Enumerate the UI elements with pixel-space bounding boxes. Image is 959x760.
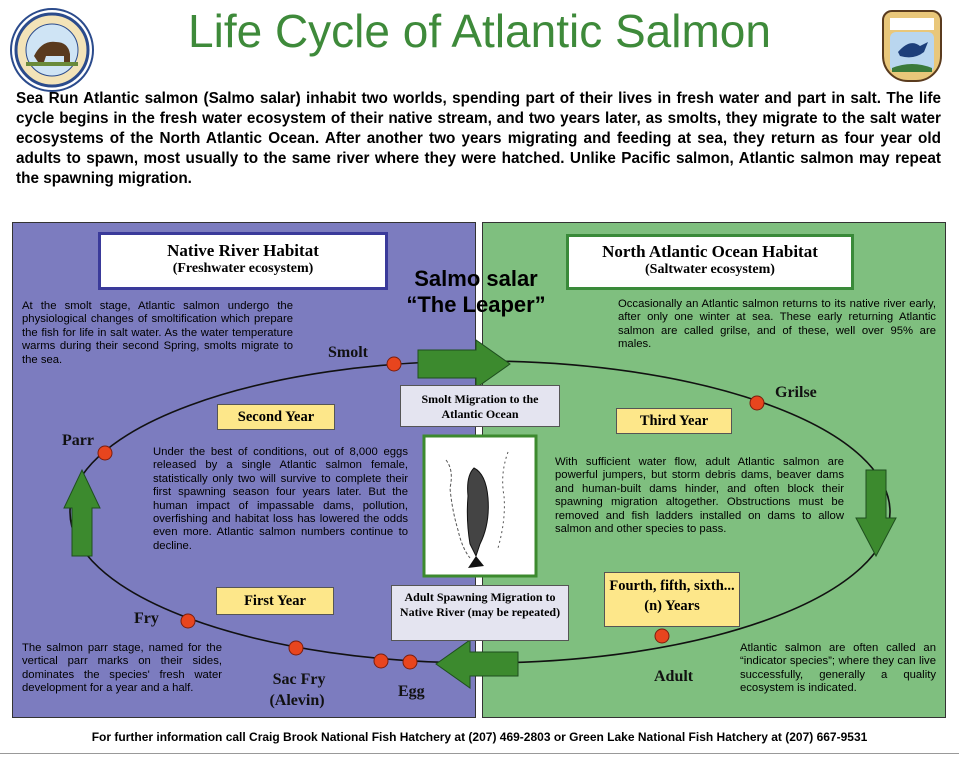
fourth-year-box: Fourth, fifth, sixth... (n) Years [604, 572, 740, 627]
smolt-stage-dot [386, 356, 402, 372]
grilse-text: Occasionally an Atlantic salmon returns … [618, 298, 936, 351]
duck-emblem-icon [890, 18, 934, 72]
species-label: Salmo salar “The Leaper” [376, 266, 576, 318]
survival-odds-text: Under the best of conditions, out of 8,0… [153, 446, 408, 552]
intro-paragraph: Sea Run Atlantic salmon (Salmo salar) in… [16, 90, 941, 187]
species-name: Salmo salar [414, 266, 538, 291]
smolt-migration-box: Smolt Migration to the Atlantic Ocean [400, 385, 560, 427]
parr-stage-text: The salmon parr stage, named for the ver… [22, 642, 222, 695]
ocean-habitat-box: North Atlantic Ocean Habitat (Saltwater … [566, 234, 854, 290]
native-river-habitat-title: Native River Habitat [167, 241, 319, 260]
fry-label: Fry [134, 610, 159, 627]
jumpers-text: With sufficient water flow, adult Atlant… [555, 456, 844, 536]
footer-divider [0, 753, 959, 754]
smolt-migration-arrow [417, 339, 511, 389]
adult-stage-dot [654, 628, 670, 644]
sac-fry-stage-dot [288, 640, 304, 656]
ocean-habitat-subtitle: (Saltwater ecosystem) [645, 262, 775, 277]
adult-migration-box: Adult Spawning Migration to Native River… [391, 585, 569, 641]
indicator-species-text: Atlantic salmon are often called an “ind… [740, 642, 936, 695]
second-year-box: Second Year [217, 404, 335, 430]
adult-return-arrow [435, 639, 519, 689]
egg-stage-dot-2 [402, 654, 418, 670]
native-river-habitat-box: Native River Habitat (Freshwater ecosyst… [98, 232, 388, 290]
grilse-stage-dot [749, 395, 765, 411]
egg-stage-dot-1 [373, 653, 389, 669]
page-title: Life Cycle of Atlantic Salmon [188, 5, 771, 57]
native-river-habitat-subtitle: (Freshwater ecosystem) [172, 261, 314, 276]
smolt-label: Smolt [328, 344, 368, 361]
ocean-downstream-arrow [855, 469, 897, 558]
adult-label: Adult [654, 668, 694, 685]
parr-stage-dot [97, 445, 113, 461]
parr-label: Parr [62, 432, 94, 449]
grilse-label: Grilse [775, 384, 817, 401]
interior-department-seal [10, 8, 94, 92]
bison-icon [14, 12, 90, 88]
first-year-box: First Year [216, 587, 334, 615]
alevin-label: (Alevin) [269, 692, 325, 709]
sac-fry-label: Sac Fry [272, 671, 326, 688]
parr-upstream-arrow [63, 468, 101, 557]
third-year-box: Third Year [616, 408, 732, 434]
egg-label: Egg [398, 683, 425, 700]
footer-contact: For further information call Craig Brook… [91, 730, 868, 744]
ocean-habitat-title: North Atlantic Ocean Habitat [602, 242, 818, 261]
fish-wildlife-service-badge [882, 10, 942, 82]
smolt-stage-text: At the smolt stage, Atlantic salmon unde… [22, 300, 293, 366]
species-nickname: “The Leaper” [406, 292, 546, 317]
fry-stage-dot [180, 613, 196, 629]
